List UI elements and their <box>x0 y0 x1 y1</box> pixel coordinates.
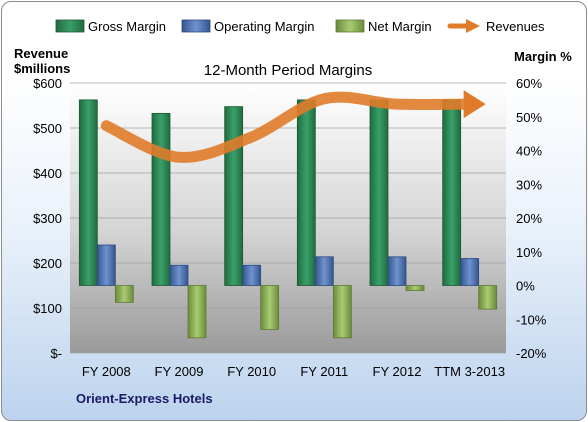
right-tick-label: 60% <box>516 76 542 91</box>
legend-label-operating-margin: Operating Margin <box>214 19 314 34</box>
right-axis-title: Margin % <box>514 49 572 64</box>
right-tick-label: -10% <box>516 312 547 327</box>
left-tick-label: $400 <box>33 166 62 181</box>
legend-label-gross-margin: Gross Margin <box>88 19 166 34</box>
x-tick-label: TTM 3-2013 <box>434 364 505 379</box>
net-margin-bar <box>187 285 207 339</box>
legend-swatch-gross-margin <box>55 19 85 33</box>
left-tick-label: $100 <box>33 301 62 316</box>
right-tick-label: 0% <box>516 279 535 294</box>
left-tick-label: $500 <box>33 121 62 136</box>
net-margin-bar <box>332 285 352 339</box>
gross-margin-bar <box>224 106 244 286</box>
right-tick-label: 10% <box>516 245 542 260</box>
gridlines <box>70 82 506 354</box>
gross-margin-bar <box>369 99 389 286</box>
right-tick-label: 20% <box>516 211 542 226</box>
gross-margin-bar <box>151 112 171 286</box>
x-tick-label: FY 2012 <box>373 364 422 379</box>
left-tick-label: $600 <box>33 76 62 91</box>
net-margin-bar <box>114 285 134 303</box>
revenues-arrowhead <box>463 90 486 119</box>
net-margin-bar <box>260 285 280 330</box>
left-tick-label: $- <box>50 346 62 361</box>
net-margin-bar <box>405 285 425 291</box>
company-annotation: Orient-Express Hotels <box>76 391 213 406</box>
operating-margin-bar <box>242 264 262 286</box>
right-tick-label: 50% <box>516 110 542 125</box>
gross-margin-bar <box>78 99 98 286</box>
x-axis-ticks: FY 2008 FY 2009 FY 2010 FY 2011 FY 2012 TTM 3… <box>82 364 505 379</box>
left-tick-label: $300 <box>33 211 62 226</box>
right-axis-ticks: -20% -10% 0% 10% 20% 30% 40% 50% 60% <box>516 76 547 361</box>
x-tick-label: FY 2010 <box>227 364 276 379</box>
legend-swatch-revenues-arrowhead <box>466 19 480 33</box>
chart-title: 12-Month Period Margins <box>204 62 372 79</box>
x-tick-label: FY 2011 <box>300 364 348 379</box>
right-tick-label: 30% <box>516 177 542 192</box>
legend: Gross Margin Operating Margin Net Margin… <box>55 19 545 34</box>
legend-swatch-operating-margin <box>181 19 211 33</box>
operating-margin-bar <box>460 258 480 286</box>
legend-swatch-net-margin <box>335 19 365 33</box>
x-tick-label: FY 2009 <box>155 364 204 379</box>
left-tick-label: $200 <box>33 256 62 271</box>
left-axis-title-line1: Revenue <box>14 46 68 61</box>
gross-margin-bar <box>442 99 462 286</box>
net-margin-bar <box>478 285 498 310</box>
legend-label-revenues: Revenues <box>486 19 545 34</box>
right-tick-label: 40% <box>516 144 542 159</box>
left-axis-title-line2: $millions <box>14 61 70 76</box>
operating-margin-bar <box>169 264 189 286</box>
bar-series <box>78 99 498 339</box>
gross-margin-bar <box>296 99 316 286</box>
revenue-line-series <box>100 90 486 163</box>
left-axis-ticks: $- $100 $200 $300 $400 $500 $600 <box>33 76 62 361</box>
legend-label-net-margin: Net Margin <box>368 19 432 34</box>
x-tick-label: FY 2008 <box>82 364 131 379</box>
operating-margin-bar <box>314 256 334 286</box>
revenues-line <box>100 91 476 163</box>
right-tick-label: -20% <box>516 346 547 361</box>
operating-margin-bar <box>96 244 116 286</box>
operating-margin-bar <box>387 256 407 286</box>
